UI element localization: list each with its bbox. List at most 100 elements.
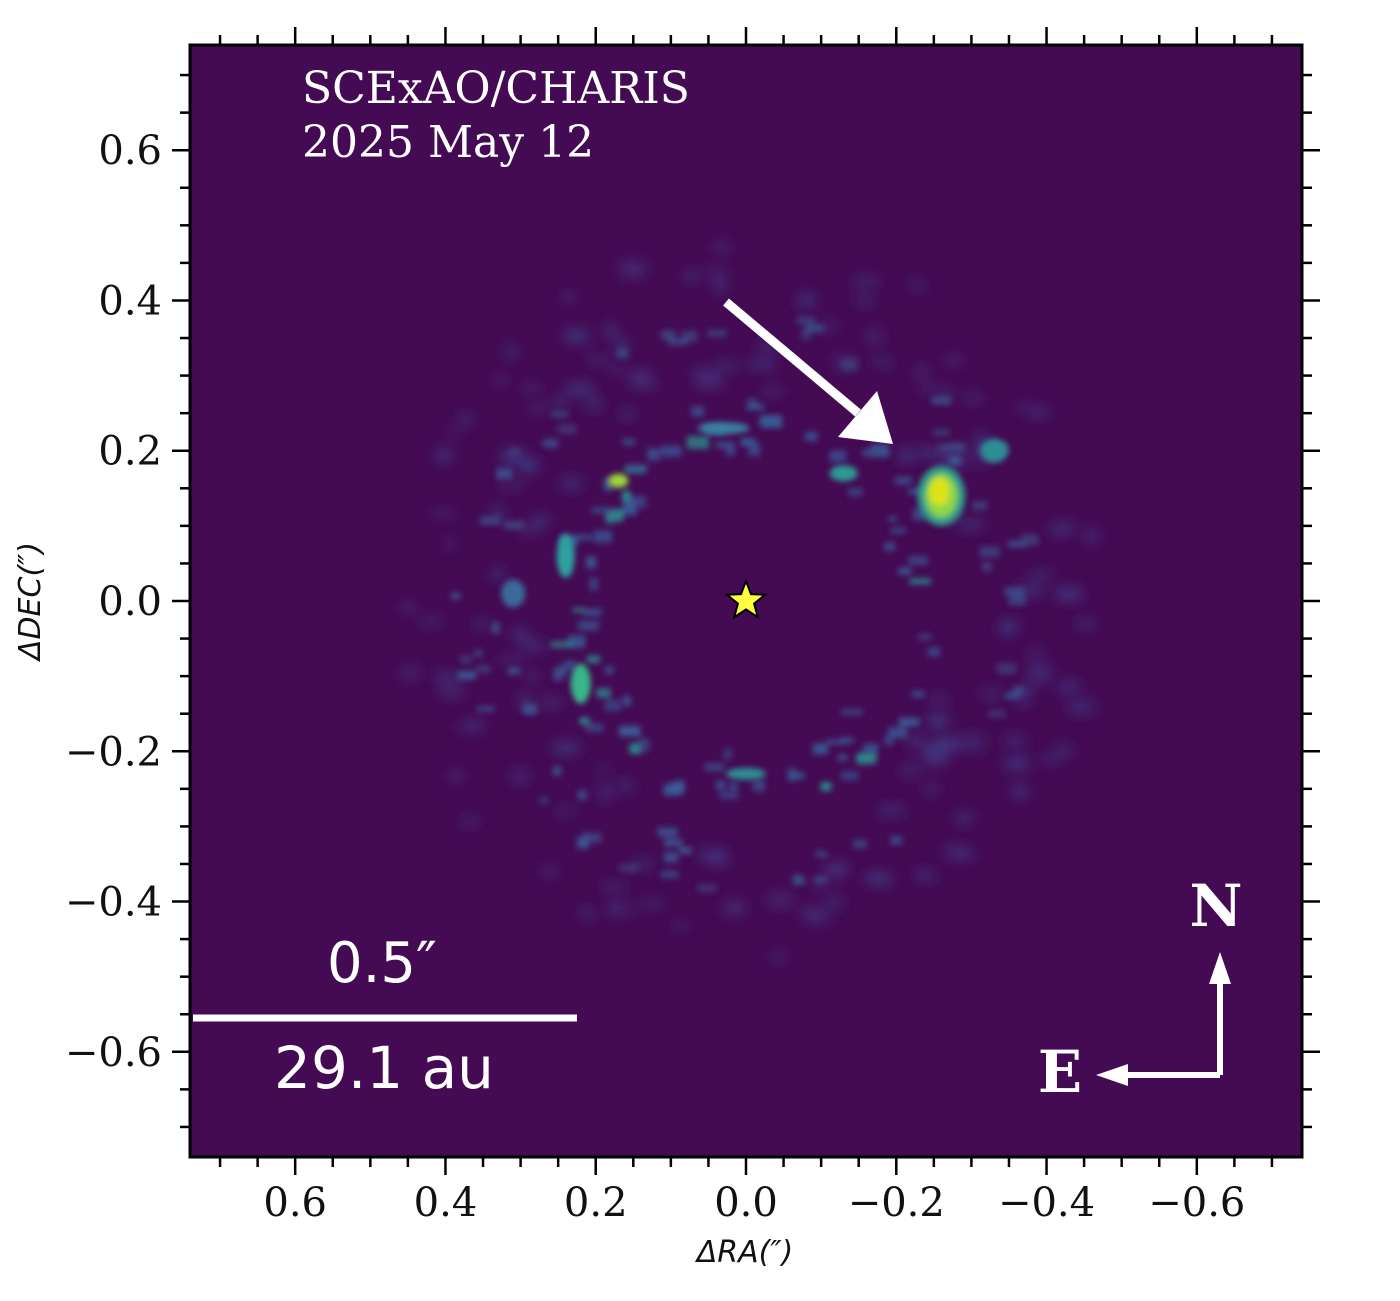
speckle (715, 441, 734, 449)
speckle (552, 398, 566, 408)
speckle (715, 780, 726, 790)
speckle (611, 366, 623, 375)
speckle (583, 608, 602, 616)
speckle (401, 666, 419, 680)
speckle (988, 709, 1006, 718)
east-arrowhead (1096, 1064, 1128, 1086)
speckle (620, 907, 637, 914)
speckle (623, 501, 637, 514)
bright-speckle (608, 473, 629, 488)
speckle (561, 293, 576, 302)
speckle (563, 660, 577, 671)
speckle (800, 328, 812, 340)
speckle (1069, 699, 1095, 715)
companion-hotspot (917, 465, 966, 526)
speckle (927, 752, 949, 763)
speckle (619, 863, 638, 872)
speckle (512, 628, 529, 641)
axis-ticks: 0.6 0.4 0.2 0.0 −0.2 −0.4 −0.6 0.6 0.4 0.2 0.0 −0.2… (65, 27, 1320, 1226)
speckle (597, 784, 614, 801)
speckle (586, 556, 597, 569)
speckle (981, 562, 992, 572)
speckle (604, 699, 621, 712)
speckle (1029, 649, 1042, 661)
speckle (673, 923, 687, 930)
x-tick-label: 0.0 (714, 1180, 778, 1226)
speckle (934, 737, 953, 753)
speckle (909, 578, 931, 585)
speckle (589, 577, 598, 591)
scale-bar: 0.5″ 29.1 au (193, 931, 577, 1102)
speckle (728, 782, 739, 791)
speckle (522, 703, 538, 715)
speckle (871, 358, 893, 366)
speckle (629, 743, 642, 754)
speckle (931, 396, 951, 405)
speckle (841, 358, 858, 371)
speckle (604, 323, 616, 337)
speckle (981, 688, 1002, 699)
speckle (647, 448, 660, 461)
speckle (956, 812, 973, 824)
speckle (1014, 588, 1041, 598)
speckle (663, 784, 681, 796)
speckle (660, 870, 679, 879)
speckle (997, 663, 1017, 675)
speckle (431, 510, 455, 517)
speckle (1027, 666, 1053, 674)
speckle (899, 449, 913, 463)
speckle (863, 744, 879, 752)
speckle (640, 899, 664, 908)
faint-halo (400, 242, 1099, 963)
speckle (826, 895, 842, 910)
speckle (622, 490, 631, 503)
speckle (585, 723, 604, 732)
speckle (476, 706, 495, 712)
speckle (1004, 692, 1020, 700)
speckle (912, 508, 928, 521)
speckle (555, 807, 577, 814)
speckle (770, 952, 786, 963)
speckle (1042, 755, 1059, 763)
speckle (918, 447, 943, 459)
speckle (927, 714, 949, 728)
speckle-ring (451, 316, 1039, 893)
speckle (473, 620, 492, 629)
speckle (505, 344, 517, 360)
bright-speckle (570, 663, 591, 704)
speckle (474, 649, 483, 657)
speckle (747, 443, 761, 456)
companion-arrow (723, 298, 893, 444)
speckle (971, 501, 988, 510)
speckle (862, 449, 883, 457)
speckle (616, 348, 629, 359)
speckle (1007, 540, 1027, 548)
speckle (1053, 522, 1075, 532)
speckle (509, 447, 520, 455)
x-axis-label: ΔRA(″) (695, 1235, 794, 1270)
speckle (491, 569, 504, 580)
speckle (941, 389, 953, 401)
speckle (1012, 686, 1024, 695)
speckle (898, 717, 920, 727)
speckle (1028, 674, 1049, 685)
speckle (867, 329, 882, 345)
bright-speckle (726, 767, 766, 780)
speckle (619, 780, 633, 792)
compass: N E (1038, 872, 1243, 1106)
speckle (457, 670, 476, 681)
speckle (798, 293, 815, 309)
bright-speckle (556, 533, 575, 578)
speckle (915, 871, 936, 880)
speckle (748, 398, 758, 409)
north-arrowhead (1209, 952, 1231, 984)
speckle (448, 429, 459, 437)
speckle (714, 277, 726, 293)
speckle (620, 410, 636, 418)
instrument-label: SCExAO/CHARIS (302, 63, 690, 114)
speckle (596, 688, 611, 698)
scale-bar-angular-label: 0.5″ (327, 931, 437, 996)
speckle (697, 883, 717, 893)
speckle (1030, 408, 1049, 417)
speckle (792, 875, 805, 885)
